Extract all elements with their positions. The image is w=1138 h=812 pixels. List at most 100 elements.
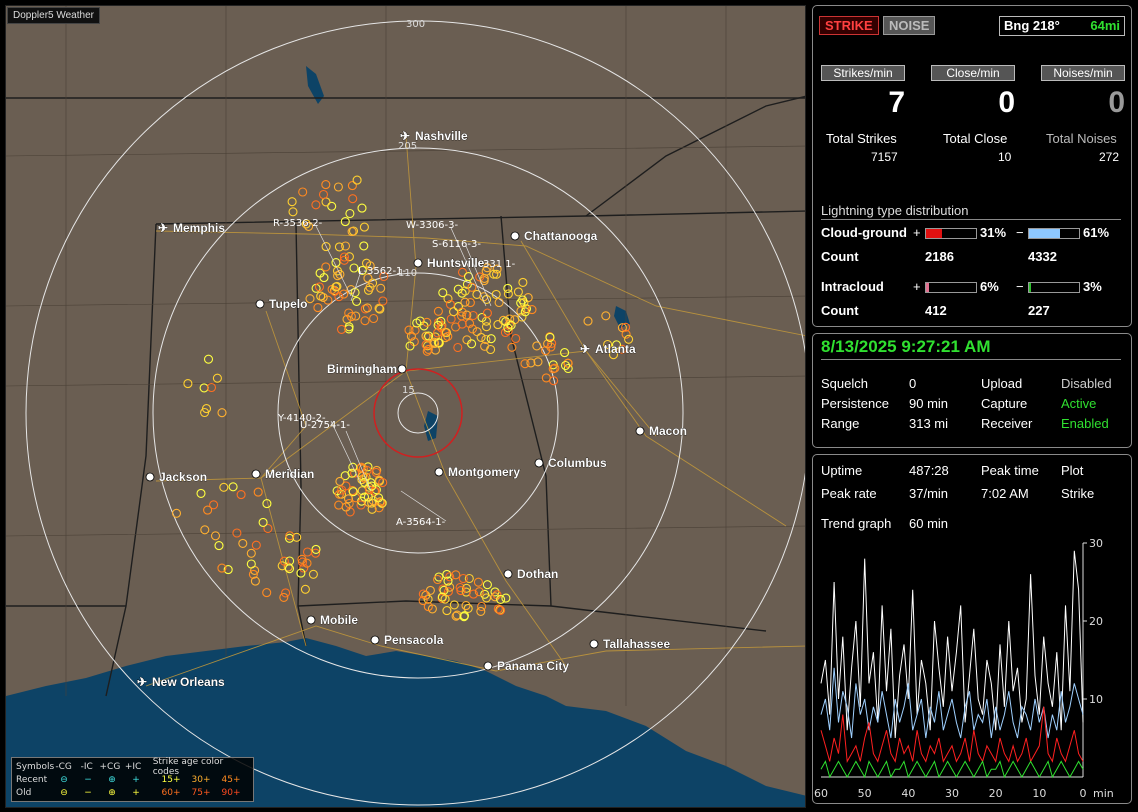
strike-marker: [248, 569, 258, 579]
strike-marker: [246, 559, 256, 569]
strike-marker: [445, 299, 455, 309]
strike-marker: [490, 592, 500, 602]
city-label: Tupelo: [269, 297, 307, 311]
strike-marker: [423, 594, 433, 604]
strike-marker: [321, 242, 331, 252]
city-dot: [413, 258, 423, 268]
strike-button[interactable]: STRIKE: [819, 16, 879, 35]
strike-marker: [458, 573, 468, 584]
strike-marker: [507, 342, 517, 352]
storm-tracks: [315, 225, 492, 522]
strike-marker: [332, 266, 343, 276]
strike-marker: [348, 485, 358, 496]
city-dot: [534, 458, 544, 468]
close-per-min-button[interactable]: Close/min: [931, 65, 1015, 81]
strike-marker: [433, 306, 443, 316]
strike-marker: [246, 548, 256, 558]
legend-symbols-label: Symbols: [16, 761, 55, 772]
city-dot: [251, 469, 261, 479]
strike-marker: [560, 348, 570, 358]
strike-marker: [345, 208, 355, 219]
legend-row-label: Old: [16, 787, 32, 798]
uptime-value: 487:28: [909, 463, 949, 478]
city-label: New Orleans: [152, 675, 225, 689]
strike-marker: [463, 603, 473, 613]
strike-marker: [513, 287, 523, 297]
city-marker: Huntsville: [413, 256, 485, 270]
strike-marker: [340, 471, 350, 481]
strikes-per-min-button[interactable]: Strikes/min: [821, 65, 905, 81]
strike-marker: [472, 327, 482, 337]
noise-button[interactable]: NOISE: [883, 16, 936, 35]
strike-marker: [533, 357, 543, 367]
city-dot: [589, 639, 599, 649]
total-noises-label: Total Noises: [1046, 131, 1117, 146]
strike-marker: [253, 487, 263, 497]
city-label: Jackson: [159, 470, 207, 484]
strike-marker: [219, 482, 229, 492]
x-tick-label: 10: [1032, 787, 1046, 800]
strike-marker: [344, 498, 354, 509]
strike-marker: [491, 289, 501, 299]
strike-marker: [442, 606, 452, 616]
lightning-map[interactable]: 300 205 110 15 R-3536-2- W-3306-3- S-611…: [5, 5, 806, 808]
legend-age: 45+: [221, 774, 241, 785]
strike-marker: [583, 316, 593, 326]
strike-marker: [405, 341, 415, 351]
strike-marker: [258, 517, 268, 527]
strike-marker: [374, 303, 384, 313]
noises-per-min-value: 0: [1108, 86, 1125, 119]
city-marker: ✈ New Orleans: [137, 675, 226, 690]
legend-age: 15+: [161, 774, 181, 785]
current-datetime: 8/13/2025 9:27:21 AM: [821, 337, 1121, 360]
city-marker: ✈ Memphis: [158, 221, 226, 236]
strike-marker: [318, 292, 328, 302]
strike-marker: [359, 473, 370, 483]
city-label: Meridian: [265, 467, 314, 481]
noises-per-min-button[interactable]: Noises/min: [1041, 65, 1125, 81]
strike-marker: [617, 344, 627, 354]
strike-marker: [339, 289, 349, 299]
strike-marker: [209, 500, 219, 510]
strike-marker: [334, 242, 344, 252]
strike-marker: [453, 284, 463, 294]
strike-marker: [465, 318, 475, 328]
city-dot: [510, 231, 520, 241]
map-canvas[interactable]: 300 205 110 15 R-3536-2- W-3306-3- S-611…: [6, 6, 806, 808]
strike-marker: [298, 187, 308, 197]
ic-count-label: Count: [821, 303, 859, 318]
strike-markers: [171, 175, 634, 622]
strike-marker: [378, 296, 388, 306]
plus-sign: +: [913, 225, 921, 240]
plot-value[interactable]: Strike: [1061, 486, 1095, 501]
strike-marker: [344, 308, 354, 318]
legend-age: 60+: [161, 787, 181, 798]
strike-marker: [363, 273, 373, 283]
peak-time-value: 7:02 AM: [981, 486, 1029, 501]
strike-marker: [496, 605, 506, 615]
strike-marker: [476, 606, 486, 616]
city-dot: [370, 635, 380, 645]
strike-marker: [334, 500, 344, 510]
x-tick-label: 60: [814, 787, 828, 800]
strike-marker: [200, 525, 210, 535]
strike-marker: [453, 342, 463, 353]
strike-marker: [481, 322, 492, 332]
strike-marker: [311, 544, 321, 554]
ring-label-300: 300: [406, 19, 425, 30]
counts-panel: STRIKE NOISE Bng 218° 64mi Strikes/min C…: [812, 5, 1132, 327]
strike-marker: [434, 338, 444, 348]
trend-series-line: [820, 667, 1084, 739]
strike-marker: [520, 359, 530, 369]
city-label: Chattanooga: [524, 229, 598, 243]
legend-row-label: Recent: [16, 774, 48, 785]
storm-label: R-3536-2-: [273, 218, 323, 229]
strike-marker: [441, 328, 451, 338]
strike-marker: [238, 538, 248, 548]
strike-marker: [206, 382, 217, 393]
strike-marker: [440, 594, 450, 604]
plus-sign: +: [913, 279, 921, 294]
city-marker: Tupelo: [255, 297, 308, 311]
neg-ic-icon: −: [84, 774, 92, 785]
strike-marker: [465, 298, 475, 308]
